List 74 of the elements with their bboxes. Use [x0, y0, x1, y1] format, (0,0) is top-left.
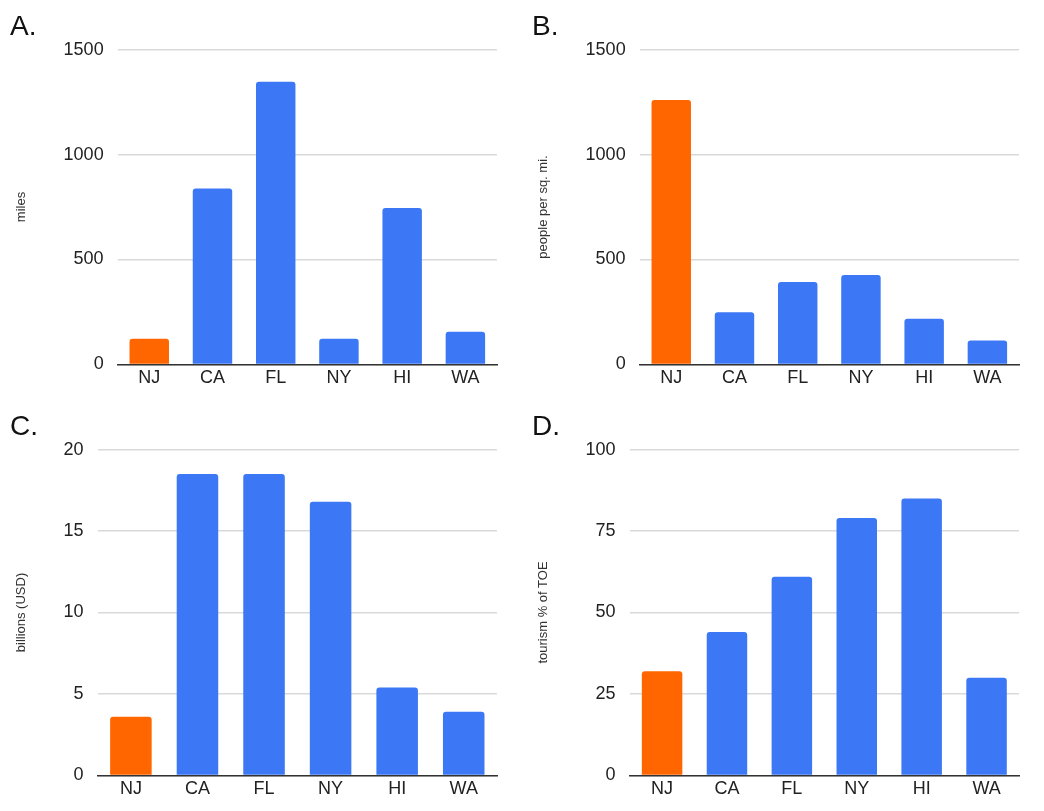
bar	[382, 208, 422, 364]
bar	[110, 716, 152, 775]
y-tick-label: 5	[73, 682, 84, 703]
bar	[836, 518, 878, 775]
x-tick-label: WA	[972, 778, 1001, 799]
y-tick-label: 1500	[63, 38, 104, 59]
bar	[243, 474, 285, 775]
x-tick-label: WA	[973, 367, 1002, 388]
x-tick-label: FL	[265, 367, 287, 388]
x-tick-label: HI	[915, 367, 934, 388]
chart-title: A.	[10, 9, 37, 41]
bar	[176, 474, 219, 775]
x-tick-label: NY	[844, 778, 870, 799]
y-tick-label: 10	[63, 601, 84, 622]
y-tick-label: 0	[615, 353, 626, 374]
bar	[706, 632, 748, 775]
x-tick-label: WA	[451, 367, 480, 388]
chart-title: B.	[532, 9, 559, 41]
y-tick-label: 0	[93, 353, 104, 374]
x-tick-label: FL	[253, 778, 275, 799]
chart-title: C.	[10, 409, 38, 441]
y-tick-label: 100	[585, 438, 616, 459]
y-tick-label: 1000	[63, 143, 104, 164]
x-tick-label: HI	[388, 778, 407, 799]
y-axis-title: people per sq. mi.	[535, 155, 551, 259]
bar	[714, 312, 755, 364]
bar	[841, 275, 881, 364]
chart-title: D.	[532, 409, 560, 441]
y-tick-label: 25	[595, 682, 616, 703]
x-tick-label: CA	[199, 367, 225, 388]
bar	[445, 331, 486, 364]
y-tick-label: 500	[595, 248, 626, 269]
y-tick-label: 0	[605, 764, 616, 785]
bar	[309, 501, 352, 775]
bar	[771, 576, 813, 775]
y-tick-label: 75	[595, 520, 616, 541]
bar	[319, 338, 359, 364]
x-tick-label: NY	[318, 778, 344, 799]
y-tick-label: 500	[73, 248, 104, 269]
x-tick-label: WA	[449, 778, 478, 799]
bar	[442, 711, 485, 775]
bar	[904, 318, 944, 364]
x-tick-label: NJ	[651, 778, 674, 799]
y-axis-title: miles	[13, 191, 29, 223]
bar	[901, 498, 942, 775]
bar	[651, 99, 691, 364]
x-tick-label: FL	[781, 778, 803, 799]
y-tick-label: 15	[63, 520, 84, 541]
x-tick-label: HI	[393, 367, 412, 388]
bar	[777, 281, 818, 364]
x-tick-label: NY	[326, 367, 352, 388]
bar	[255, 81, 296, 364]
bar	[192, 188, 233, 364]
x-tick-label: NY	[848, 367, 874, 388]
x-tick-label: CA	[184, 778, 210, 799]
bar	[641, 671, 683, 775]
y-tick-label: 1500	[585, 38, 626, 59]
x-tick-label: CA	[721, 367, 747, 388]
x-tick-label: NJ	[138, 367, 161, 388]
bar	[966, 677, 1007, 775]
x-tick-label: FL	[787, 367, 809, 388]
x-tick-label: HI	[912, 778, 931, 799]
y-tick-label: 0	[73, 764, 84, 785]
x-tick-label: NJ	[119, 778, 142, 799]
x-tick-label: NJ	[660, 367, 683, 388]
y-axis-title: tourism % of TOE	[535, 561, 551, 664]
y-tick-label: 20	[63, 438, 84, 459]
bar	[376, 687, 418, 775]
y-tick-label: 50	[595, 601, 616, 622]
y-axis-title: billions (USD)	[13, 572, 29, 653]
bar	[967, 340, 1008, 364]
y-tick-label: 1000	[585, 143, 626, 164]
x-tick-label: CA	[714, 778, 740, 799]
bar	[129, 338, 169, 364]
